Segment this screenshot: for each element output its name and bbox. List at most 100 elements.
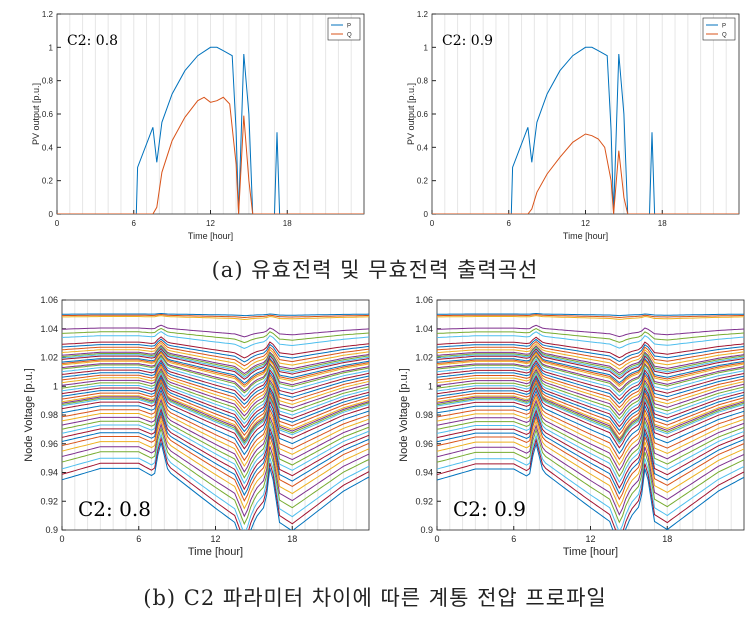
x-tick-label: 6 — [507, 219, 512, 228]
y-axis-label: PV output [p.u.] — [406, 83, 416, 145]
y-tick-label: 1.02 — [40, 353, 58, 363]
voltage-node-line — [437, 384, 744, 445]
voltage-node-line — [62, 336, 369, 359]
y-tick-label: 1.04 — [415, 324, 433, 334]
voltage-node-line — [62, 331, 369, 349]
voltage-node-line — [62, 342, 369, 371]
series-line-P — [57, 46, 364, 214]
y-tick-label: 1.06 — [40, 295, 58, 305]
voltage-node-line — [62, 442, 369, 530]
voltage-node-line — [62, 352, 369, 388]
voltage-node-line — [437, 324, 744, 338]
voltage-node-line — [437, 348, 744, 380]
voltage-node-line — [62, 432, 369, 530]
voltage-node-line — [62, 381, 369, 442]
voltage-node-line — [437, 415, 744, 501]
voltage-node-line — [62, 372, 369, 425]
voltage-node-line — [62, 382, 369, 444]
x-tick-label: 12 — [585, 534, 595, 544]
voltage-node-line — [62, 380, 369, 440]
voltage-node-line — [437, 383, 744, 443]
voltage-node-line — [62, 411, 369, 497]
voltage-node-line — [437, 437, 744, 530]
y-tick-label: 1.06 — [415, 295, 433, 305]
voltage-node-line — [62, 346, 369, 378]
c2-annotation: C2: 0.9 — [442, 33, 493, 49]
voltage-node-line — [437, 379, 744, 436]
y-tick-label: 0.2 — [417, 177, 429, 186]
voltage-node-line — [62, 385, 369, 450]
caption-a: (a) 유효전력 및 무효전력 출력곡선 — [211, 258, 539, 282]
voltage-node-line — [437, 338, 744, 363]
voltage-node-line — [62, 392, 369, 462]
pv-output-chart-c2-09: 0 6 12 18 0 0.2 0.4 0.6 0.8 1 1.2 Time [hour] PV out… — [406, 10, 740, 241]
y-tick-label: 0.98 — [40, 410, 58, 420]
y-tick-label: 1.02 — [415, 353, 433, 363]
x-tick-label: 0 — [55, 219, 60, 228]
voltage-node-line — [437, 374, 744, 428]
y-tick-label: 0 — [424, 210, 429, 219]
voltage-node-line — [437, 370, 744, 420]
voltage-node-line — [437, 386, 744, 449]
voltage-node-line — [62, 426, 369, 526]
legend-label-Q: Q — [722, 33, 727, 39]
y-tick-label: 0.8 — [42, 77, 54, 86]
x-tick-label: 0 — [434, 534, 439, 544]
voltage-node-line — [62, 376, 369, 433]
voltage-node-line — [62, 365, 369, 413]
voltage-node-line — [62, 407, 369, 491]
voltage-node-line — [437, 340, 744, 366]
voltage-node-line — [437, 372, 744, 424]
voltage-node-line — [437, 433, 744, 530]
y-tick-label: 0.94 — [415, 468, 433, 478]
voltage-node-line — [437, 347, 744, 378]
voltage-node-line — [62, 378, 369, 437]
voltage-node-line — [62, 414, 369, 502]
voltage-node-line — [437, 331, 744, 349]
voltage-node-line — [62, 389, 369, 456]
voltage-node-line — [437, 351, 744, 386]
voltage-node-line — [437, 393, 744, 461]
voltage-node-line — [437, 419, 744, 509]
voltage-node-line — [437, 360, 744, 401]
voltage-node-line — [437, 402, 744, 478]
voltage-node-line — [62, 368, 369, 417]
voltage-node-line — [62, 363, 369, 409]
voltage-node-line — [62, 357, 369, 398]
x-tick-label: 12 — [581, 219, 590, 228]
x-tick-label: 18 — [662, 534, 672, 544]
legend-label-P: P — [722, 24, 726, 30]
voltage-node-line — [437, 428, 744, 524]
caption-b: (b) C2 파라미터 차이에 따른 계통 전압 프로파일 — [143, 586, 607, 610]
y-tick-label: 0.98 — [415, 410, 433, 420]
x-tick-label: 0 — [59, 534, 64, 544]
x-axis-label: Time [hour] — [188, 231, 233, 241]
voltage-node-line — [437, 399, 744, 472]
x-axis-label: Time [hour] — [563, 546, 618, 558]
voltage-node-line — [437, 336, 744, 359]
voltage-node-line — [62, 398, 369, 473]
y-tick-label: 1 — [428, 381, 433, 391]
x-tick-label: 18 — [658, 219, 667, 228]
voltage-node-line — [437, 314, 744, 319]
node-voltage-chart-c2-08: 0 6 12 18 0.9 0.92 0.94 0.96 0.98 1 1.02 1.04 1.06 Ti… — [23, 295, 370, 558]
voltage-node-line — [62, 347, 369, 380]
voltage-node-line — [62, 344, 369, 375]
y-tick-label: 0.94 — [40, 468, 58, 478]
voltage-node-line — [437, 412, 744, 495]
voltage-node-line — [437, 377, 744, 432]
pv-output-chart-c2-08: 0 6 12 18 0 0.2 0.4 0.6 0.8 1 1.2 Time [hour] PV out… — [31, 10, 365, 241]
x-tick-label: 6 — [132, 219, 137, 228]
y-tick-label: 1.2 — [42, 10, 54, 19]
series-group — [437, 312, 744, 530]
y-tick-label: 0.9 — [45, 525, 58, 535]
voltage-node-line — [62, 315, 369, 321]
y-axis-label: PV output [p.u.] — [31, 83, 41, 145]
voltage-node-line — [437, 423, 744, 516]
voltage-node-line — [62, 404, 369, 485]
y-axis-label: Node Voltage [p.u.] — [398, 368, 410, 462]
voltage-node-line — [62, 361, 369, 405]
series-line-Q — [57, 96, 364, 214]
x-tick-label: 12 — [206, 219, 215, 228]
voltage-node-line — [62, 312, 369, 317]
